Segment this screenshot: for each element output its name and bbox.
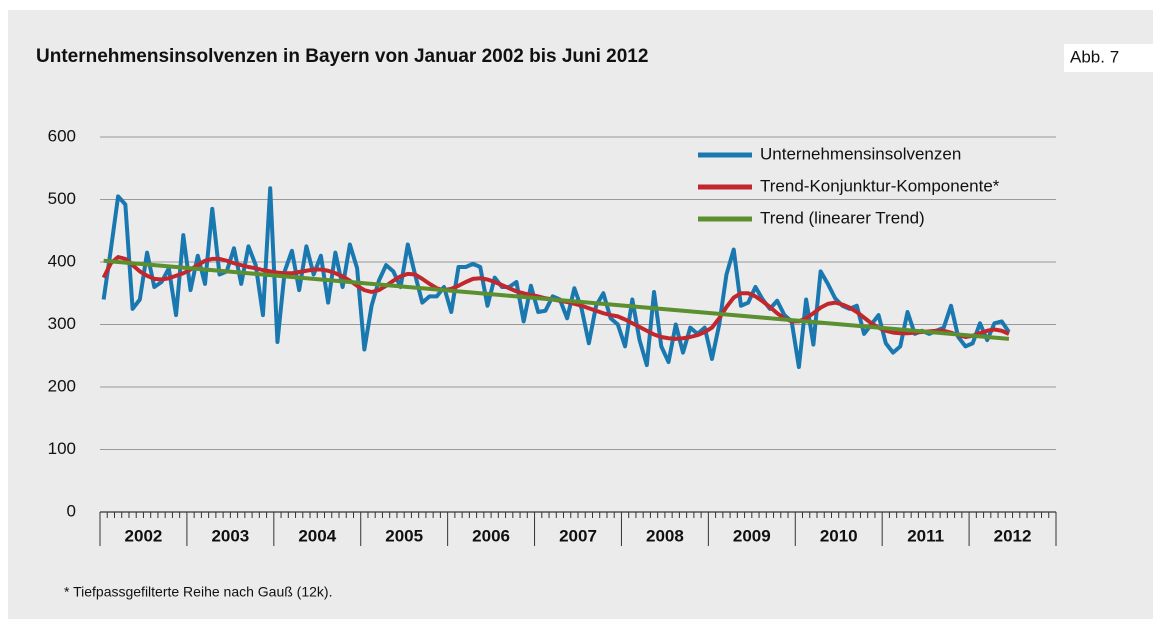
x-tick-label: 2008 (646, 526, 684, 545)
x-tick-label: 2010 (820, 526, 858, 545)
badge-box (1064, 44, 1153, 72)
x-tick-label: 2012 (994, 526, 1032, 545)
y-tick-label: 0 (67, 501, 76, 520)
x-tick-label: 2005 (385, 526, 423, 545)
legend-label: Trend-Konjunktur-Komponente* (760, 176, 1000, 195)
footnote: * Tiefpassgefilterte Reihe nach Gauß (12… (64, 584, 332, 600)
y-tick-label: 300 (48, 314, 76, 333)
x-tick-label: 2004 (298, 526, 336, 545)
y-tick-label: 600 (48, 126, 76, 145)
x-tick-label: 2011 (907, 526, 944, 545)
x-tick-label: 2009 (733, 526, 771, 545)
x-tick-label: 2002 (125, 526, 163, 545)
chart-title: Unternehmensinsolvenzen in Bayern von Ja… (36, 46, 648, 67)
legend-label: Unternehmensinsolvenzen (760, 144, 961, 163)
y-tick-label: 400 (48, 251, 76, 270)
y-tick-label: 200 (48, 376, 76, 395)
badge: Abb. 7 (1070, 47, 1119, 66)
series-line (103, 258, 1010, 341)
x-tick-label: 2003 (211, 526, 249, 545)
x-tick-label: 2006 (472, 526, 510, 545)
y-tick-label: 100 (48, 439, 76, 458)
y-tick-label: 500 (48, 189, 76, 208)
legend-label: Trend (linearer Trend) (760, 208, 925, 227)
x-tick-label: 2007 (559, 526, 597, 545)
